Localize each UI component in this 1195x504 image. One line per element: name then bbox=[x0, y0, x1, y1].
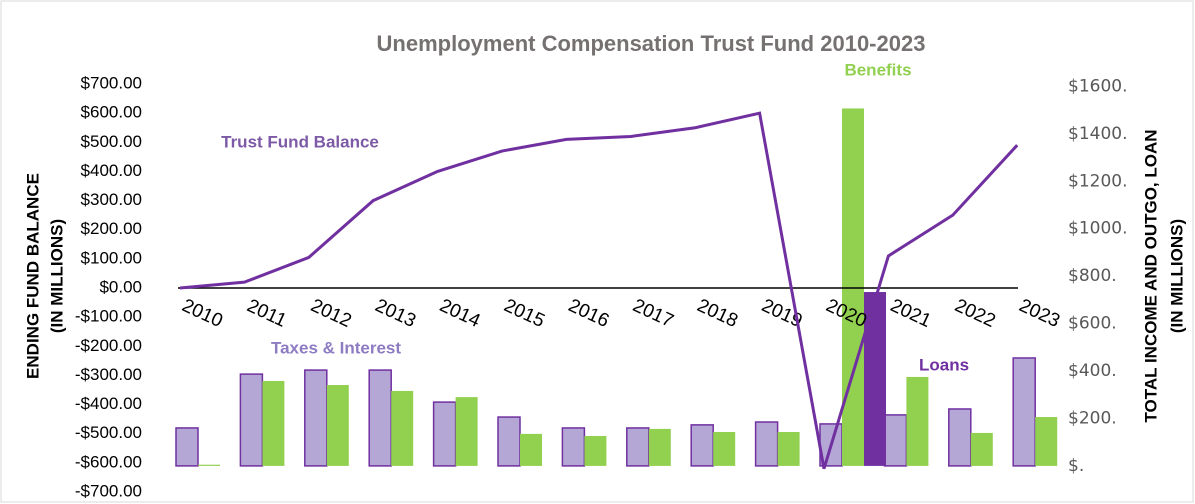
y-tick-label: -$300.00 bbox=[75, 365, 142, 384]
bar bbox=[239, 373, 264, 467]
y2-tick-label: $800. bbox=[1068, 266, 1117, 286]
bar bbox=[391, 390, 414, 466]
bar bbox=[864, 292, 886, 466]
bar bbox=[175, 427, 199, 467]
y-axis-title: ENDING FUND BALANCE bbox=[23, 173, 42, 379]
series-label: Benefits bbox=[844, 60, 911, 79]
bar bbox=[648, 428, 671, 466]
series-label: Loans bbox=[919, 355, 969, 374]
y2-tick-label: $600. bbox=[1068, 314, 1117, 334]
bar bbox=[777, 431, 800, 466]
bar bbox=[262, 380, 285, 466]
bar bbox=[948, 408, 972, 467]
bar bbox=[754, 421, 779, 467]
y-tick-label: -$400.00 bbox=[75, 394, 142, 413]
y-tick-label: $100.00 bbox=[81, 248, 142, 267]
bar bbox=[326, 385, 349, 466]
bar bbox=[520, 433, 542, 466]
chart-title: Unemployment Compensation Trust Fund 201… bbox=[377, 31, 926, 56]
bar bbox=[970, 432, 993, 466]
y-tick-label: $200.00 bbox=[81, 219, 142, 238]
bar bbox=[1012, 357, 1036, 467]
y2-tick-label: $400. bbox=[1068, 361, 1117, 381]
y2-tick-label: $. bbox=[1068, 456, 1084, 476]
y2-tick-label: $1000. bbox=[1068, 219, 1127, 239]
y-tick-label: $700.00 bbox=[81, 73, 142, 92]
bar bbox=[368, 369, 392, 467]
bar bbox=[455, 397, 478, 466]
bar bbox=[198, 464, 220, 466]
bar bbox=[883, 414, 908, 467]
y-tick-label: -$600.00 bbox=[75, 452, 142, 471]
y-tick-label: $500.00 bbox=[81, 132, 142, 151]
y-axis-title: (IN MILLIONS) bbox=[47, 219, 66, 333]
bar bbox=[561, 427, 586, 467]
bar bbox=[842, 108, 864, 466]
line bbox=[179, 111, 1019, 470]
y-tick-label: $600.00 bbox=[81, 103, 142, 122]
y-tick-label: -$700.00 bbox=[75, 481, 142, 500]
y-tick-label: $400.00 bbox=[81, 161, 142, 180]
y-tick-label: $300.00 bbox=[81, 190, 142, 209]
y-tick-label: -$100.00 bbox=[75, 307, 142, 326]
series-label: Taxes & Interest bbox=[271, 338, 401, 357]
y2-tick-label: $1200. bbox=[1068, 171, 1127, 191]
y2-axis-title: TOTAL INCOME AND OUTGO, LOAN bbox=[1141, 129, 1160, 422]
y2-axis-title: (IN MILLIONS) bbox=[1167, 219, 1186, 333]
bar bbox=[713, 431, 736, 466]
y-tick-label: $0.00 bbox=[99, 277, 142, 296]
bar bbox=[626, 427, 650, 467]
bar bbox=[304, 369, 328, 467]
bar bbox=[906, 376, 929, 466]
bar bbox=[690, 424, 714, 467]
series-label: Trust Fund Balance bbox=[221, 132, 379, 151]
y2-tick-label: $1600. bbox=[1068, 76, 1127, 96]
y2-tick-label: $200. bbox=[1068, 408, 1117, 428]
bar bbox=[584, 436, 607, 466]
bar bbox=[497, 416, 521, 467]
y2-tick-label: $1400. bbox=[1068, 124, 1127, 144]
bar bbox=[1035, 417, 1058, 466]
y-tick-label: -$500.00 bbox=[75, 423, 142, 442]
y-tick-label: -$200.00 bbox=[75, 336, 142, 355]
bar bbox=[432, 401, 457, 467]
